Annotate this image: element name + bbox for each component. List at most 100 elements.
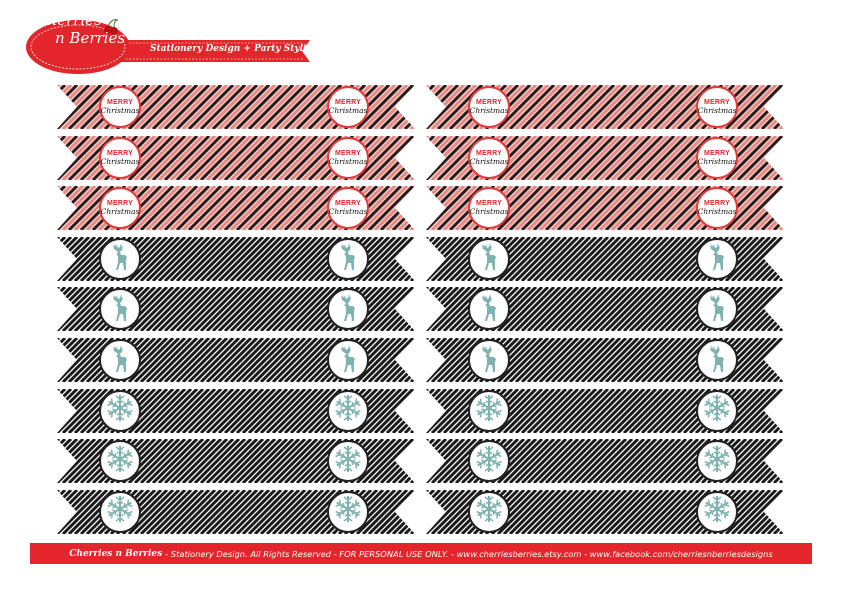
medallion — [99, 339, 141, 381]
snowflake-icon — [334, 443, 362, 480]
snowflake-icon — [475, 493, 503, 530]
merry-christmas-badge: MERRY Christmas — [468, 136, 510, 179]
reindeer-icon — [106, 240, 134, 277]
merry-label: MERRY — [703, 99, 731, 106]
reindeer-icon — [703, 291, 731, 328]
medallion — [468, 490, 510, 533]
medallion — [696, 389, 738, 432]
merry-label: MERRY — [334, 200, 362, 208]
christmas-label: Christmas — [697, 207, 737, 217]
merry-christmas-badge: MERRY Christmas — [468, 86, 510, 128]
medallion — [696, 288, 738, 331]
merry-label: MERRY — [475, 99, 503, 106]
medallion — [468, 237, 510, 280]
merry-label: MERRY — [334, 149, 362, 157]
merry-label: MERRY — [106, 99, 134, 106]
straw-flag: MERRY Christmas MERRY Christmas — [426, 186, 784, 231]
medallion — [696, 490, 738, 533]
straw-flag — [57, 439, 415, 484]
merry-christmas-badge: MERRY Christmas — [327, 86, 369, 128]
logo-text: n Berries — [55, 29, 126, 47]
logo-text: Cherries — [36, 11, 102, 29]
merry-label: MERRY — [106, 149, 134, 157]
reindeer-icon — [703, 240, 731, 277]
merry-christmas-badge: MERRY Christmas — [327, 187, 369, 230]
medallion — [99, 440, 141, 483]
straw-flag — [57, 236, 415, 281]
reindeer-icon — [334, 342, 362, 379]
straw-flag — [426, 439, 784, 484]
merry-christmas-badge: MERRY Christmas — [99, 86, 141, 128]
reindeer-icon — [475, 342, 503, 379]
reindeer-icon — [475, 291, 503, 328]
merry-label: MERRY — [703, 200, 731, 208]
medallion — [327, 288, 369, 331]
medallion — [468, 389, 510, 432]
medallion — [468, 440, 510, 483]
snowflake-icon — [106, 443, 134, 480]
christmas-label: Christmas — [328, 156, 368, 166]
merry-christmas-badge: MERRY Christmas — [99, 136, 141, 179]
christmas-label: Christmas — [328, 207, 368, 217]
merry-christmas-badge: MERRY Christmas — [99, 187, 141, 230]
medallion — [468, 288, 510, 331]
merry-christmas-badge: MERRY Christmas — [327, 136, 369, 179]
snowflake-icon — [703, 493, 731, 530]
straw-flag — [426, 236, 784, 281]
snowflake-icon — [334, 493, 362, 530]
christmas-label: Christmas — [469, 207, 509, 217]
header: Cherries n Berries Stationery Design + P… — [0, 0, 842, 80]
merry-christmas-badge: MERRY Christmas — [696, 136, 738, 179]
reindeer-icon — [703, 342, 731, 379]
merry-label: MERRY — [475, 149, 503, 157]
medallion — [327, 389, 369, 432]
christmas-label: Christmas — [469, 156, 509, 166]
straw-flag: MERRY Christmas MERRY Christmas — [426, 85, 784, 129]
christmas-label: Christmas — [100, 207, 140, 217]
merry-label: MERRY — [106, 200, 134, 208]
straw-flag — [57, 489, 415, 534]
footer-bar: Cherries n Berries - Stationery Design. … — [30, 543, 812, 564]
reindeer-icon — [106, 342, 134, 379]
medallion — [327, 237, 369, 280]
medallion — [99, 490, 141, 533]
merry-label: MERRY — [475, 200, 503, 208]
christmas-label: Christmas — [697, 106, 737, 115]
merry-christmas-badge: MERRY Christmas — [696, 187, 738, 230]
christmas-label: Christmas — [100, 156, 140, 166]
straw-flag: MERRY Christmas MERRY Christmas — [57, 186, 415, 231]
reindeer-icon — [106, 291, 134, 328]
reindeer-icon — [475, 240, 503, 277]
straw-flag — [57, 338, 415, 382]
straw-flag — [57, 388, 415, 433]
medallion — [696, 440, 738, 483]
snowflake-icon — [106, 493, 134, 530]
snowflake-icon — [703, 443, 731, 480]
straw-flag — [426, 287, 784, 332]
medallion — [99, 288, 141, 331]
medallion — [696, 339, 738, 381]
medallion — [696, 237, 738, 280]
reindeer-icon — [334, 240, 362, 277]
cherry-icon — [104, 26, 112, 34]
snowflake-icon — [703, 392, 731, 429]
straw-flag — [426, 388, 784, 433]
medallion — [327, 440, 369, 483]
straw-flag — [426, 489, 784, 534]
medallion — [327, 490, 369, 533]
straw-flag: MERRY Christmas MERRY Christmas — [57, 85, 415, 129]
christmas-label: Christmas — [100, 106, 140, 115]
brand-ribbon — [26, 19, 310, 74]
medallion — [99, 389, 141, 432]
straw-flag: MERRY Christmas MERRY Christmas — [57, 135, 415, 180]
merry-christmas-badge: MERRY Christmas — [696, 86, 738, 128]
christmas-label: Christmas — [697, 156, 737, 166]
reindeer-icon — [334, 291, 362, 328]
medallion — [468, 339, 510, 381]
tagline: Stationery Design + Party Styling — [150, 44, 320, 54]
footer-text: - Stationery Design. All Rights Reserved… — [165, 548, 773, 559]
straw-flag — [57, 287, 415, 332]
straw-flag — [426, 338, 784, 382]
footer-brand: Cherries n Berries — [69, 548, 163, 559]
